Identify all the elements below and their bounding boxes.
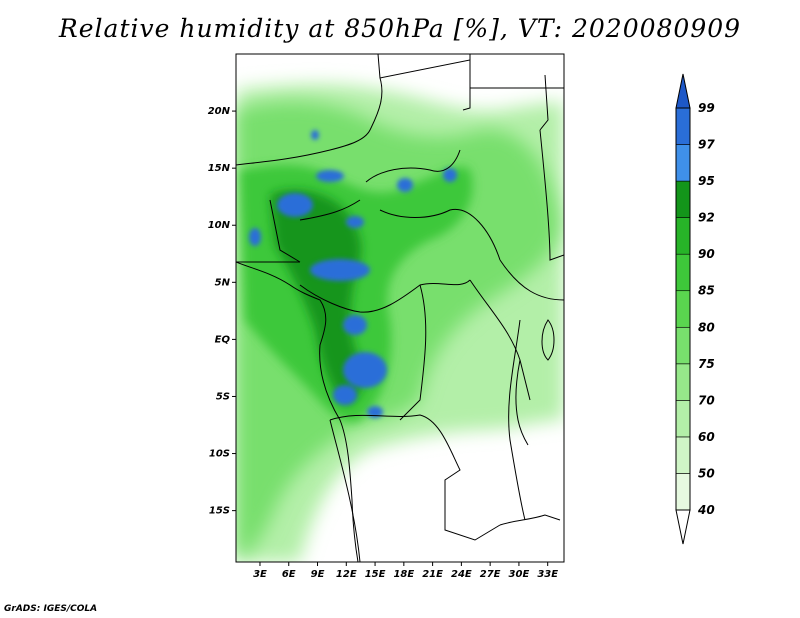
colorbar-swatch	[675, 326, 691, 365]
lon-label: 15E	[365, 569, 386, 580]
colorbar-swatch	[675, 363, 691, 401]
lon-label: 24E	[451, 569, 472, 580]
colorbar-swatch	[675, 400, 691, 438]
colorbar-swatch	[675, 436, 691, 474]
lon-label: 9E	[311, 569, 325, 580]
colorbar-label: 97	[698, 138, 715, 152]
colorbar-swatch	[675, 253, 691, 292]
country-borders	[236, 54, 564, 562]
colorbar-swatch	[675, 180, 691, 218]
colorbar-label: 50	[698, 466, 715, 480]
lon-label: 33E	[537, 569, 558, 580]
lon-label: 3E	[253, 569, 267, 580]
colorbar-label: 99	[698, 101, 715, 115]
longitude-axis: 3E 6E 9E 12E 15E 18E 21E 24E 27E 30E 33E	[253, 562, 558, 580]
lakes	[515, 74, 555, 446]
saturation-patches	[249, 130, 457, 418]
colorbar-high-triangle	[675, 73, 691, 109]
colorbar-label: 85	[698, 284, 715, 298]
lat-label: 5N	[215, 277, 231, 288]
coastline	[236, 261, 359, 562]
colorbar-swatch	[675, 107, 691, 145]
lat-label: 15S	[209, 506, 230, 517]
colorbar-low-triangle	[675, 509, 691, 545]
colorbar-swatch	[675, 290, 691, 328]
lon-label: 12E	[336, 569, 357, 580]
colorbar-label: 60	[698, 430, 715, 444]
lat-label: EQ	[215, 334, 231, 345]
lat-label: 15N	[208, 163, 231, 174]
lon-label: 6E	[282, 569, 296, 580]
colorbar-label: 92	[698, 211, 715, 225]
lon-label: 27E	[480, 569, 501, 580]
colorbar-label: 80	[698, 320, 715, 334]
map-title: Relative humidity at 850hPa [%], VT: 202…	[58, 14, 742, 43]
colorbar-label: 90	[698, 247, 715, 261]
colorbar-label: 75	[698, 357, 715, 371]
colorbar-swatch	[675, 473, 691, 511]
colorbar-label: 40	[697, 503, 715, 517]
lat-label: 20N	[208, 106, 231, 117]
colorbar-swatch	[675, 144, 691, 182]
colorbar-label: 70	[698, 393, 715, 407]
humidity-area-darker	[270, 189, 365, 405]
lat-label: 5S	[216, 391, 230, 402]
lon-label: 30E	[509, 569, 530, 580]
colorbar: 40 50 60 70 75 80 85 90 92 95 97 99	[675, 73, 715, 545]
lon-label: 18E	[393, 569, 414, 580]
lat-label: 10S	[209, 449, 230, 460]
colorbar-label: 95	[698, 174, 715, 188]
colorbar-swatch	[675, 217, 691, 255]
lat-label: 10N	[208, 220, 231, 231]
latitude-axis: 20N 15N 10N 5N EQ 5S 10S 15S	[208, 106, 236, 517]
map-frame	[235, 53, 565, 563]
humidity-field	[236, 54, 564, 562]
lon-label: 21E	[422, 569, 443, 580]
credit-label: GrADS: IGES/COLA	[4, 604, 98, 614]
